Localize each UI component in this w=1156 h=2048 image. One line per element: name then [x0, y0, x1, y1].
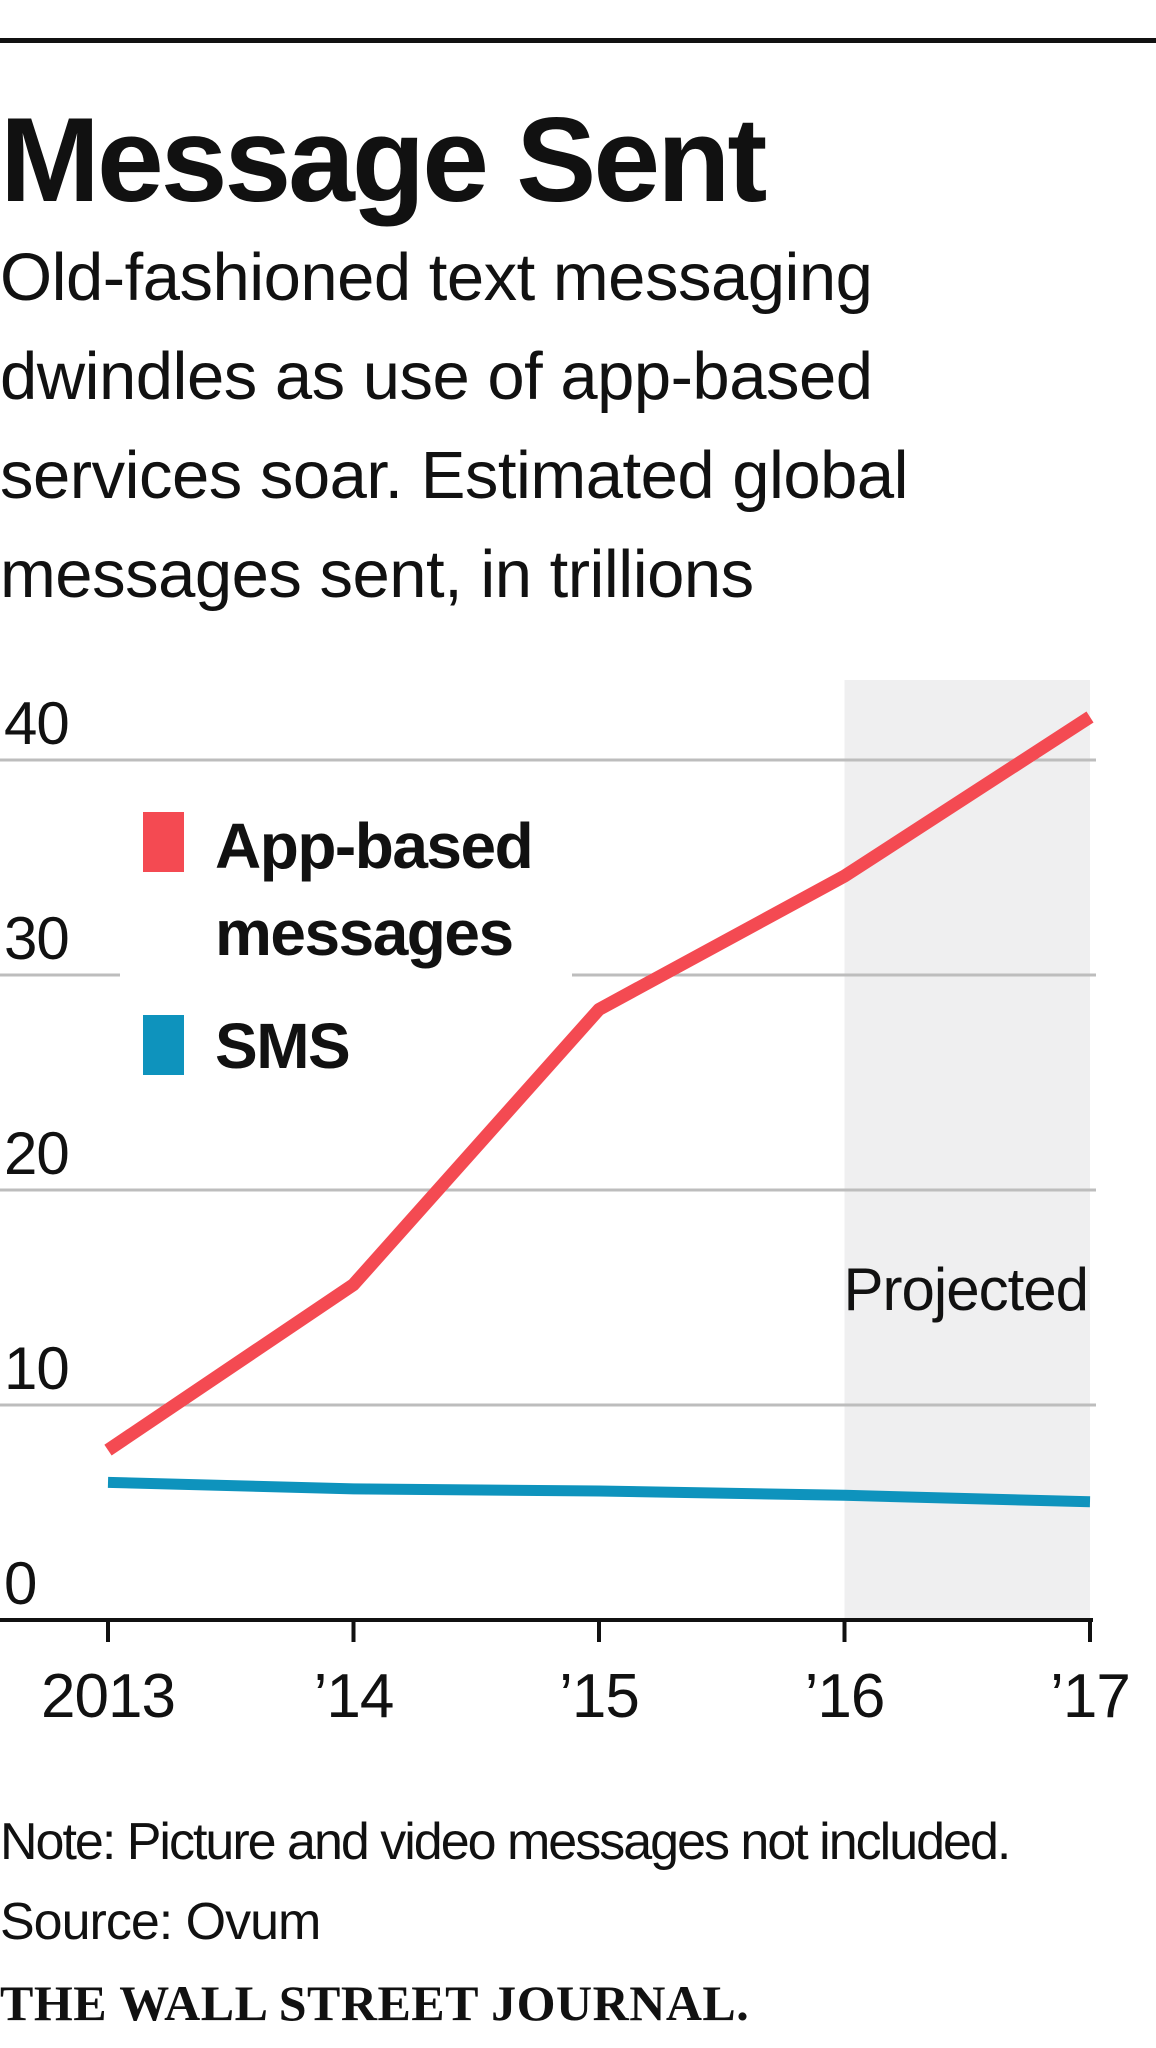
- y-tick-label-10: 10: [4, 1335, 69, 1402]
- x-tick-label-4: ’17: [1050, 1662, 1130, 1731]
- x-tick-label-1: ’14: [314, 1662, 394, 1731]
- legend-label-sms: SMS: [215, 1010, 349, 1082]
- line-chart: 0 10 20 30 40 2013 ’14 ’15 ’16 ’17 Projected App-ba…: [0, 680, 1131, 1731]
- chart-title: Message Sent: [0, 93, 767, 227]
- chart-source: Source: Ovum: [0, 1893, 321, 1951]
- x-tick-label-3: ’16: [805, 1662, 885, 1731]
- projected-shade: [844, 680, 1090, 1620]
- legend-swatch-sms: [143, 1015, 184, 1075]
- y-tick-label-30: 30: [4, 905, 69, 972]
- top-rule: [0, 38, 1156, 43]
- legend-label-app-based-line1: App-based: [215, 810, 532, 882]
- chart-subtitle: Old-fashioned text messaging dwindles as…: [0, 240, 909, 612]
- projected-label: Projected: [844, 1256, 1088, 1323]
- y-tick-label-40: 40: [4, 690, 69, 757]
- x-tick-label-0: 2013: [41, 1662, 175, 1731]
- publisher-logo: THE WALL STREET JOURNAL.: [0, 1975, 750, 2031]
- legend-label-app-based-line2: messages: [215, 897, 513, 969]
- chart-note: Note: Picture and video messages not inc…: [0, 1813, 1011, 1871]
- y-tick-label-20: 20: [4, 1120, 69, 1187]
- y-tick-label-0: 0: [4, 1550, 36, 1617]
- x-tick-label-2: ’15: [559, 1662, 639, 1731]
- legend-swatch-app-based: [143, 812, 184, 872]
